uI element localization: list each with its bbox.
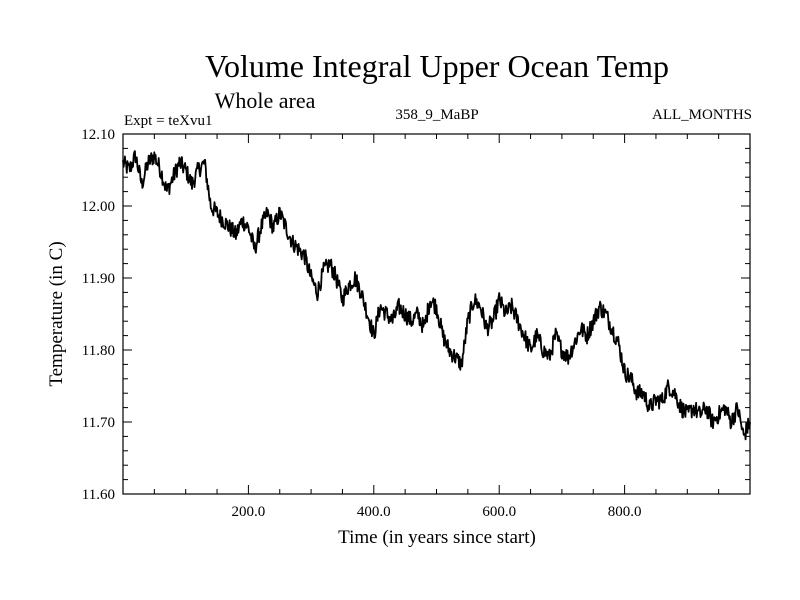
- run-label: 358_9_MaBP: [395, 107, 478, 123]
- y-tick-label: 11.90: [82, 271, 115, 287]
- x-tick-label: 400.0: [357, 504, 391, 520]
- series-line: [122, 150, 751, 441]
- x-axis-label: Time (in years since start): [338, 527, 536, 548]
- x-tick-label: 800.0: [608, 504, 642, 520]
- y-tick-label: 11.60: [82, 487, 115, 503]
- chart-title: Volume Integral Upper Ocean Temp: [205, 48, 669, 84]
- y-tick-label: 11.80: [82, 343, 115, 359]
- x-tick-label: 200.0: [232, 504, 266, 520]
- chart-subtitle: Whole area: [215, 88, 316, 113]
- months-label: ALL_MONTHS: [652, 107, 752, 123]
- y-axis-label: Temperature (in C): [46, 241, 67, 386]
- x-tick-label: 600.0: [482, 504, 516, 520]
- expt-label: Expt = teXvu1: [124, 113, 212, 129]
- series-layer: [122, 150, 751, 441]
- y-tick-label: 11.70: [82, 415, 115, 431]
- y-tick-label: 12.00: [81, 199, 115, 215]
- y-tick-label: 12.10: [81, 127, 115, 143]
- x-axis: 200.0 400.0 600.0 800.0: [122, 134, 751, 520]
